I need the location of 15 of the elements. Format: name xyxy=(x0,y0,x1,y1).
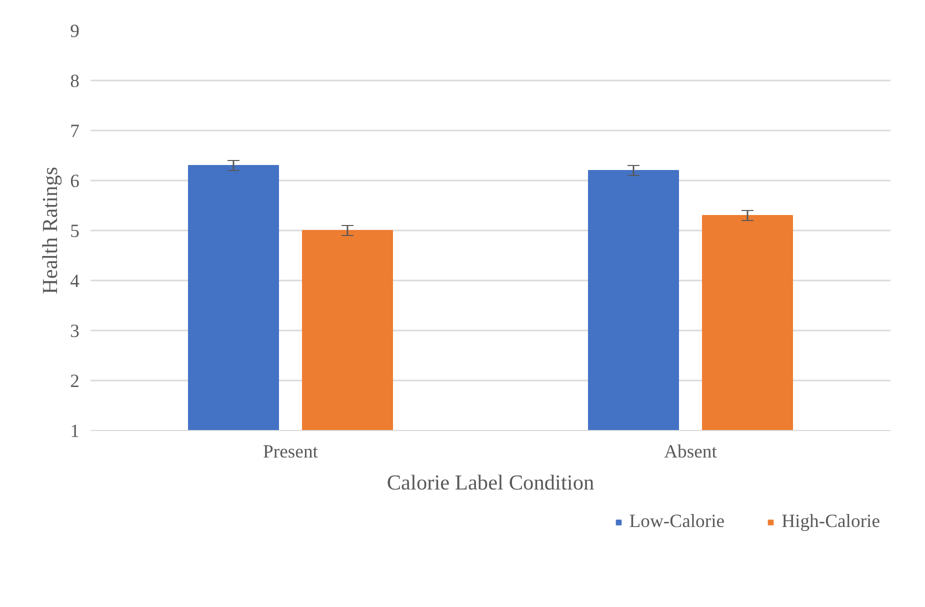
y-tick-label: 5 xyxy=(70,221,80,242)
y-tick-label: 7 xyxy=(70,121,80,142)
legend-label: High-Calorie xyxy=(782,511,880,533)
legend-label: Low-Calorie xyxy=(629,511,725,533)
y-tick-label: 3 xyxy=(70,321,80,342)
y-tick-label: 8 xyxy=(70,71,80,92)
y-tick-label: 1 xyxy=(70,421,80,442)
y-tick-label: 9 xyxy=(70,21,80,42)
x-tick-label: Present xyxy=(263,442,319,462)
x-tick-label: Absent xyxy=(664,442,718,462)
y-tick-label: 6 xyxy=(70,171,80,192)
y-tick-label: 2 xyxy=(70,371,80,392)
y-tick-label: 4 xyxy=(70,271,80,292)
y-axis-title: Health Ratings xyxy=(38,166,62,294)
x-axis-title: Calorie Label Condition xyxy=(386,470,594,494)
